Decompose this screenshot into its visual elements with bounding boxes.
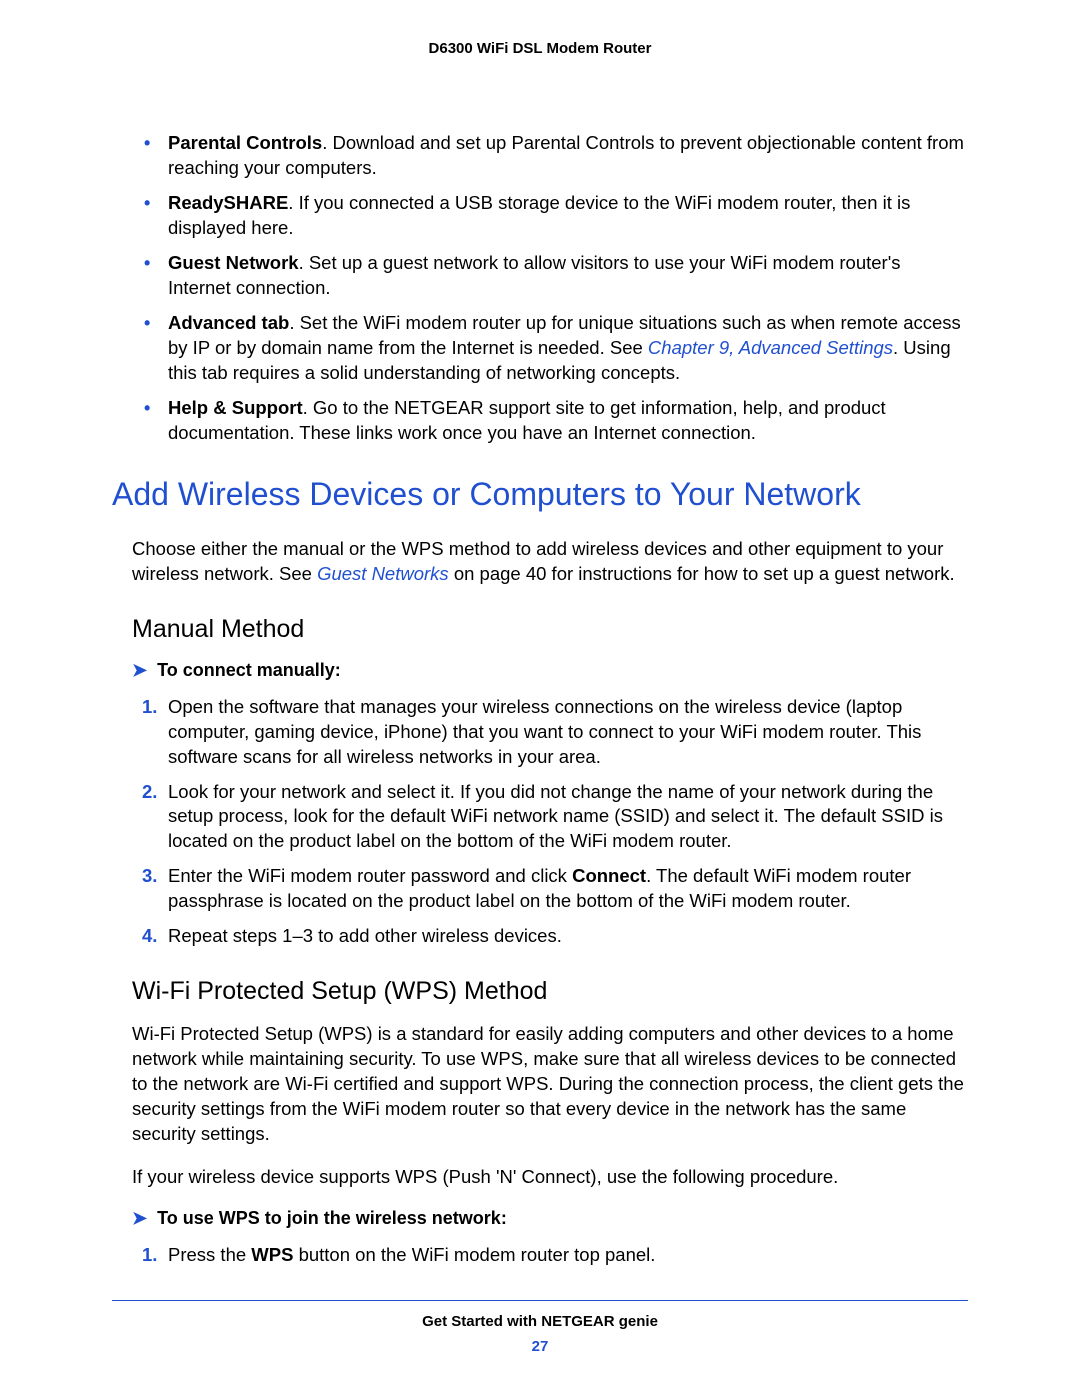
wps-steps-list: 1. Press the WPS button on the WiFi modem… xyxy=(112,1243,968,1268)
subsection-heading: Wi-Fi Protected Setup (WPS) Method xyxy=(132,977,968,1006)
procedure-title: To connect manually: xyxy=(157,660,341,680)
intro-text: on page 40 for instructions for how to s… xyxy=(449,563,955,584)
step-item: 3. Enter the WiFi modem router password a… xyxy=(112,864,968,914)
step-item: 2. Look for your network and select it. I… xyxy=(112,780,968,855)
bullet-term: ReadySHARE xyxy=(168,192,288,213)
intro-paragraph: Choose either the manual or the WPS meth… xyxy=(132,537,968,587)
step-item: 1. Open the software that manages your wi… xyxy=(112,695,968,770)
step-text: Enter the WiFi modem router password and… xyxy=(168,865,572,886)
step-text: Press the xyxy=(168,1244,251,1265)
cross-reference-link[interactable]: Chapter 9, Advanced Settings xyxy=(648,337,893,358)
step-text: Look for your network and select it. If … xyxy=(168,781,943,852)
step-number: 2. xyxy=(142,780,157,805)
cross-reference-link[interactable]: Guest Networks xyxy=(317,563,449,584)
procedure-title: To use WPS to join the wireless network: xyxy=(157,1208,507,1228)
chevron-right-icon: ➤ xyxy=(132,660,147,680)
bullet-item: Parental Controls. Download and set up P… xyxy=(112,131,968,181)
body-paragraph: If your wireless device supports WPS (Pu… xyxy=(132,1165,968,1190)
bullet-item: Help & Support. Go to the NETGEAR suppor… xyxy=(112,396,968,446)
bullet-term: Parental Controls xyxy=(168,132,322,153)
step-number: 1. xyxy=(142,1243,157,1268)
step-number: 3. xyxy=(142,864,157,889)
step-number: 1. xyxy=(142,695,157,720)
manual-steps-list: 1. Open the software that manages your wi… xyxy=(112,695,968,950)
step-item: 1. Press the WPS button on the WiFi modem… xyxy=(112,1243,968,1268)
step-number: 4. xyxy=(142,924,157,949)
bullet-term: Help & Support xyxy=(168,397,303,418)
feature-bullet-list: Parental Controls. Download and set up P… xyxy=(112,131,968,446)
section-heading: Add Wireless Devices or Computers to You… xyxy=(112,476,968,513)
footer-title: Get Started with NETGEAR genie xyxy=(112,1313,968,1330)
step-text: Repeat steps 1–3 to add other wireless d… xyxy=(168,925,562,946)
procedure-heading: ➤ To use WPS to join the wireless network… xyxy=(132,1208,968,1229)
inline-bold: Connect xyxy=(572,865,646,886)
subsection-heading: Manual Method xyxy=(132,615,968,644)
page-number: 27 xyxy=(112,1338,968,1355)
step-text: button on the WiFi modem router top pane… xyxy=(293,1244,655,1265)
chevron-right-icon: ➤ xyxy=(132,1208,147,1228)
page-footer: Get Started with NETGEAR genie 27 xyxy=(112,1300,968,1355)
bullet-term: Guest Network xyxy=(168,252,299,273)
bullet-item: Advanced tab. Set the WiFi modem router … xyxy=(112,311,968,386)
bullet-item: Guest Network. Set up a guest network to… xyxy=(112,251,968,301)
bullet-item: ReadySHARE. If you connected a USB stora… xyxy=(112,191,968,241)
step-text: Open the software that manages your wire… xyxy=(168,696,921,767)
bullet-term: Advanced tab xyxy=(168,312,289,333)
body-paragraph: Wi-Fi Protected Setup (WPS) is a standar… xyxy=(132,1022,968,1147)
step-item: 4. Repeat steps 1–3 to add other wireless… xyxy=(112,924,968,949)
procedure-heading: ➤ To connect manually: xyxy=(132,660,968,681)
page-header: D6300 WiFi DSL Modem Router xyxy=(112,40,968,57)
page: D6300 WiFi DSL Modem Router Parental Con… xyxy=(0,0,1080,1268)
inline-bold: WPS xyxy=(251,1244,293,1265)
